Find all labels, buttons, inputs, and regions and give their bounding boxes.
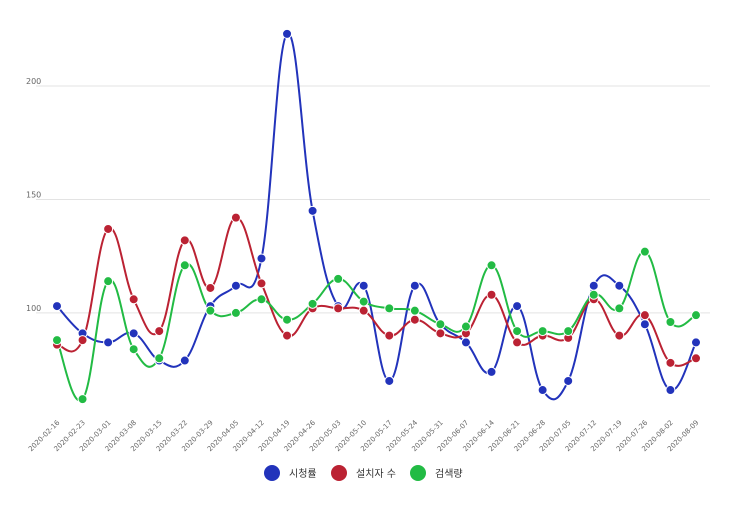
data-point[interactable] bbox=[358, 296, 369, 307]
legend-item[interactable]: 설치자 수 bbox=[331, 465, 396, 481]
data-point[interactable] bbox=[691, 353, 701, 364]
data-point[interactable] bbox=[639, 246, 650, 257]
y-tick-label: 100 bbox=[26, 304, 41, 313]
data-point[interactable] bbox=[460, 321, 471, 332]
data-point[interactable] bbox=[588, 289, 599, 300]
data-point[interactable] bbox=[256, 253, 267, 264]
data-point[interactable] bbox=[614, 303, 625, 314]
data-point[interactable] bbox=[614, 280, 625, 291]
data-point[interactable] bbox=[77, 394, 88, 405]
data-point[interactable] bbox=[665, 316, 676, 327]
data-point[interactable] bbox=[384, 375, 395, 386]
data-point[interactable] bbox=[103, 223, 114, 234]
data-point[interactable] bbox=[230, 280, 241, 291]
data-point[interactable] bbox=[205, 305, 216, 316]
data-point[interactable] bbox=[614, 330, 625, 341]
data-point[interactable] bbox=[282, 330, 293, 341]
y-axis-ticks: 100 150 200 bbox=[26, 77, 41, 313]
legend-label: 시청률 bbox=[289, 468, 317, 480]
data-point[interactable] bbox=[486, 366, 497, 377]
data-point[interactable] bbox=[435, 328, 446, 339]
data-point[interactable] bbox=[358, 280, 369, 291]
data-point[interactable] bbox=[563, 326, 574, 337]
data-point[interactable] bbox=[435, 319, 446, 330]
data-point[interactable] bbox=[512, 326, 523, 337]
data-point[interactable] bbox=[77, 335, 88, 346]
x-axis-ticks: 2020-02-162020-02-232020-03-012020-03-08… bbox=[27, 418, 700, 453]
data-point[interactable] bbox=[52, 335, 62, 346]
data-point[interactable] bbox=[154, 326, 165, 337]
data-point[interactable] bbox=[639, 310, 650, 321]
legend-label: 검색량 bbox=[435, 468, 463, 480]
data-point[interactable] bbox=[179, 235, 190, 246]
data-point[interactable] bbox=[154, 353, 165, 364]
data-point[interactable] bbox=[691, 310, 701, 321]
data-point[interactable] bbox=[358, 305, 369, 316]
data-point[interactable] bbox=[409, 305, 420, 316]
data-point[interactable] bbox=[230, 212, 241, 223]
legend-swatch bbox=[331, 465, 347, 481]
data-point[interactable] bbox=[52, 301, 62, 312]
data-point[interactable] bbox=[409, 280, 420, 291]
data-point[interactable] bbox=[460, 337, 471, 348]
data-point[interactable] bbox=[128, 294, 139, 305]
series-lines bbox=[56, 32, 697, 402]
data-point[interactable] bbox=[639, 319, 650, 330]
data-point[interactable] bbox=[512, 301, 523, 312]
data-point[interactable] bbox=[282, 314, 293, 325]
data-point[interactable] bbox=[384, 303, 395, 314]
data-point[interactable] bbox=[537, 326, 548, 337]
data-point[interactable] bbox=[256, 294, 267, 305]
data-point[interactable] bbox=[537, 385, 548, 396]
data-point[interactable] bbox=[103, 337, 114, 348]
data-point[interactable] bbox=[563, 375, 574, 386]
legend-item[interactable]: 검색량 bbox=[410, 465, 463, 481]
data-point[interactable] bbox=[486, 289, 497, 300]
data-point[interactable] bbox=[384, 330, 395, 341]
data-point[interactable] bbox=[665, 357, 676, 368]
legend-label: 설치자 수 bbox=[356, 468, 396, 480]
y-tick-label: 200 bbox=[26, 77, 41, 86]
data-point[interactable] bbox=[103, 276, 114, 287]
legend-swatch bbox=[264, 465, 280, 481]
legend-item[interactable]: 시청률 bbox=[264, 465, 317, 481]
series-points bbox=[52, 28, 701, 405]
data-point[interactable] bbox=[588, 280, 599, 291]
series-line-1 bbox=[56, 32, 697, 401]
data-point[interactable] bbox=[282, 28, 293, 39]
grid-lines bbox=[36, 85, 710, 314]
data-point[interactable] bbox=[179, 260, 190, 271]
legend: 시청률 설치자 수 검색량 bbox=[264, 465, 463, 481]
data-point[interactable] bbox=[256, 278, 267, 289]
data-point[interactable] bbox=[179, 355, 190, 366]
data-point[interactable] bbox=[128, 344, 139, 355]
data-point[interactable] bbox=[486, 260, 497, 271]
data-point[interactable] bbox=[665, 385, 676, 396]
data-point[interactable] bbox=[333, 303, 344, 314]
data-point[interactable] bbox=[307, 205, 318, 216]
legend-swatch bbox=[410, 465, 426, 481]
data-point[interactable] bbox=[205, 282, 216, 293]
data-point[interactable] bbox=[512, 337, 523, 348]
data-point[interactable] bbox=[230, 307, 241, 318]
data-point[interactable] bbox=[333, 273, 344, 284]
y-tick-label: 150 bbox=[26, 190, 41, 199]
data-point[interactable] bbox=[307, 298, 318, 309]
data-point[interactable] bbox=[691, 337, 701, 348]
data-point[interactable] bbox=[409, 314, 420, 325]
data-point[interactable] bbox=[128, 328, 139, 339]
